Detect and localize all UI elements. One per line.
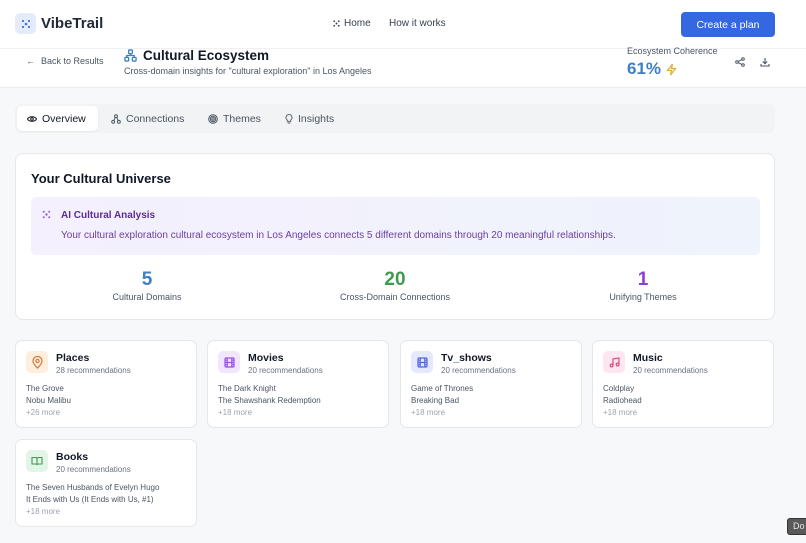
ai-analysis-text: Your cultural exploration cultural ecosy…: [61, 230, 616, 241]
domain-more: +18 more: [218, 408, 253, 417]
stat-cross-domain-connections: 20 Cross-Domain Connections: [295, 269, 495, 302]
share-icon: [735, 57, 745, 67]
page-subtitle: Cross-domain insights for "cultural expl…: [124, 66, 372, 76]
domain-item: The Seven Husbands of Evelyn Hugo: [26, 483, 160, 492]
domain-card-books[interactable]: Books 20 recommendations The Seven Husba…: [15, 439, 197, 527]
cultural-universe-card: Your Cultural Universe AI Cultural Analy…: [15, 153, 775, 320]
network-icon: [124, 49, 137, 62]
download-button[interactable]: [758, 55, 772, 69]
ai-analysis-title: AI Cultural Analysis: [61, 210, 156, 221]
domain-item: Nobu Malibu: [26, 396, 71, 405]
sparkles-icon: [333, 20, 340, 27]
domain-card-places[interactable]: Places 28 recommendations The Grove Nobu…: [15, 340, 197, 428]
network-icon: [111, 113, 121, 124]
domain-icon-box: [411, 351, 433, 373]
domain-card-music[interactable]: Music 20 recommendations Coldplay Radioh…: [592, 340, 774, 428]
domain-name: Books: [56, 451, 89, 463]
domain-more: +26 more: [26, 408, 61, 417]
back-label: Back to Results: [41, 56, 104, 66]
domain-count: 20 recommendations: [441, 366, 516, 375]
page-title-text: Cultural Ecosystem: [143, 48, 270, 63]
create-plan-button[interactable]: Create a plan: [681, 12, 775, 37]
tab-themes[interactable]: Themes: [198, 106, 271, 131]
nav-how-it-works-label: How it works: [389, 18, 446, 29]
tab-overview-label: Overview: [42, 112, 86, 125]
book-icon: [31, 456, 43, 466]
tab-overview[interactable]: Overview: [17, 106, 98, 131]
music-icon: [609, 356, 620, 367]
sparkles-icon: [42, 210, 51, 219]
domain-name: Tv_shows: [441, 352, 492, 364]
back-to-results-link[interactable]: ← Back to Results: [26, 56, 104, 66]
domain-item: The Dark Knight: [218, 384, 276, 393]
coherence-value: 61%: [627, 59, 677, 79]
share-button[interactable]: [733, 55, 747, 69]
domain-icon-box: [218, 351, 240, 373]
stat-value: 20: [384, 269, 406, 290]
domain-icon-box: [603, 351, 625, 373]
map-pin-icon: [31, 355, 43, 369]
domain-count: 20 recommendations: [633, 366, 708, 375]
tab-bar: Overview Connections Themes Insights: [15, 104, 775, 133]
domain-item: Coldplay: [603, 384, 635, 393]
logo[interactable]: [15, 13, 36, 34]
top-navbar: VibeTrail Home How it works Create a pla…: [0, 0, 806, 48]
film-icon: [416, 356, 428, 368]
domain-name: Movies: [248, 352, 284, 364]
domain-more: +18 more: [26, 507, 61, 516]
domain-item: Game of Thrones: [411, 384, 474, 393]
coherence-percent: 61%: [627, 59, 662, 78]
lightbulb-icon: [285, 113, 293, 123]
page-title: Cultural Ecosystem: [124, 48, 269, 63]
stat-label: Cultural Domains: [112, 292, 182, 302]
tab-connections-label: Connections: [126, 112, 185, 125]
domain-card-tv-shows[interactable]: Tv_shows 20 recommendations Game of Thro…: [400, 340, 582, 428]
domain-more: +18 more: [603, 408, 638, 417]
domain-name: Places: [56, 352, 90, 364]
film-icon: [223, 356, 235, 368]
tab-insights-label: Insights: [298, 112, 335, 125]
floating-dock-button[interactable]: Do: [787, 518, 806, 535]
domain-item: The Grove: [26, 384, 64, 393]
domain-icon-box: [26, 351, 48, 373]
domain-item: The Shawshank Redemption: [218, 396, 321, 405]
stat-label: Cross-Domain Connections: [339, 292, 451, 302]
download-icon: [760, 58, 770, 67]
sparkles-icon: [21, 19, 30, 28]
ai-analysis-box: AI Cultural Analysis Your cultural explo…: [31, 197, 760, 255]
tab-connections[interactable]: Connections: [101, 106, 194, 131]
domain-card-movies[interactable]: Movies 20 recommendations The Dark Knigh…: [207, 340, 389, 428]
tab-insights[interactable]: Insights: [275, 106, 344, 131]
brand-name[interactable]: VibeTrail: [41, 15, 104, 32]
target-icon: [208, 113, 218, 124]
stat-label: Unifying Themes: [609, 292, 677, 302]
coherence-label: Ecosystem Coherence: [627, 46, 718, 56]
tab-themes-label: Themes: [223, 112, 261, 125]
domain-item: Breaking Bad: [411, 396, 460, 405]
arrow-left-icon: ←: [26, 56, 35, 66]
lightning-icon: [666, 63, 677, 75]
domain-count: 20 recommendations: [56, 465, 131, 474]
domain-count: 20 recommendations: [248, 366, 323, 375]
domain-icon-box: [26, 450, 48, 472]
eye-icon: [27, 115, 37, 122]
nav-home-label: Home: [344, 18, 371, 29]
nav-home[interactable]: Home: [332, 18, 371, 29]
stat-value: 1: [637, 269, 649, 290]
domain-count: 28 recommendations: [56, 366, 131, 375]
domain-name: Music: [633, 352, 663, 364]
stat-unifying-themes: 1 Unifying Themes: [543, 269, 743, 302]
stat-cultural-domains: 5 Cultural Domains: [47, 269, 247, 302]
nav-how-it-works[interactable]: How it works: [389, 18, 446, 29]
section-title: Your Cultural Universe: [31, 171, 171, 186]
domain-item: Radiohead: [603, 396, 642, 405]
domain-more: +18 more: [411, 408, 446, 417]
domain-item: It Ends with Us (It Ends with Us, #1): [26, 495, 154, 504]
stat-value: 5: [141, 269, 153, 290]
